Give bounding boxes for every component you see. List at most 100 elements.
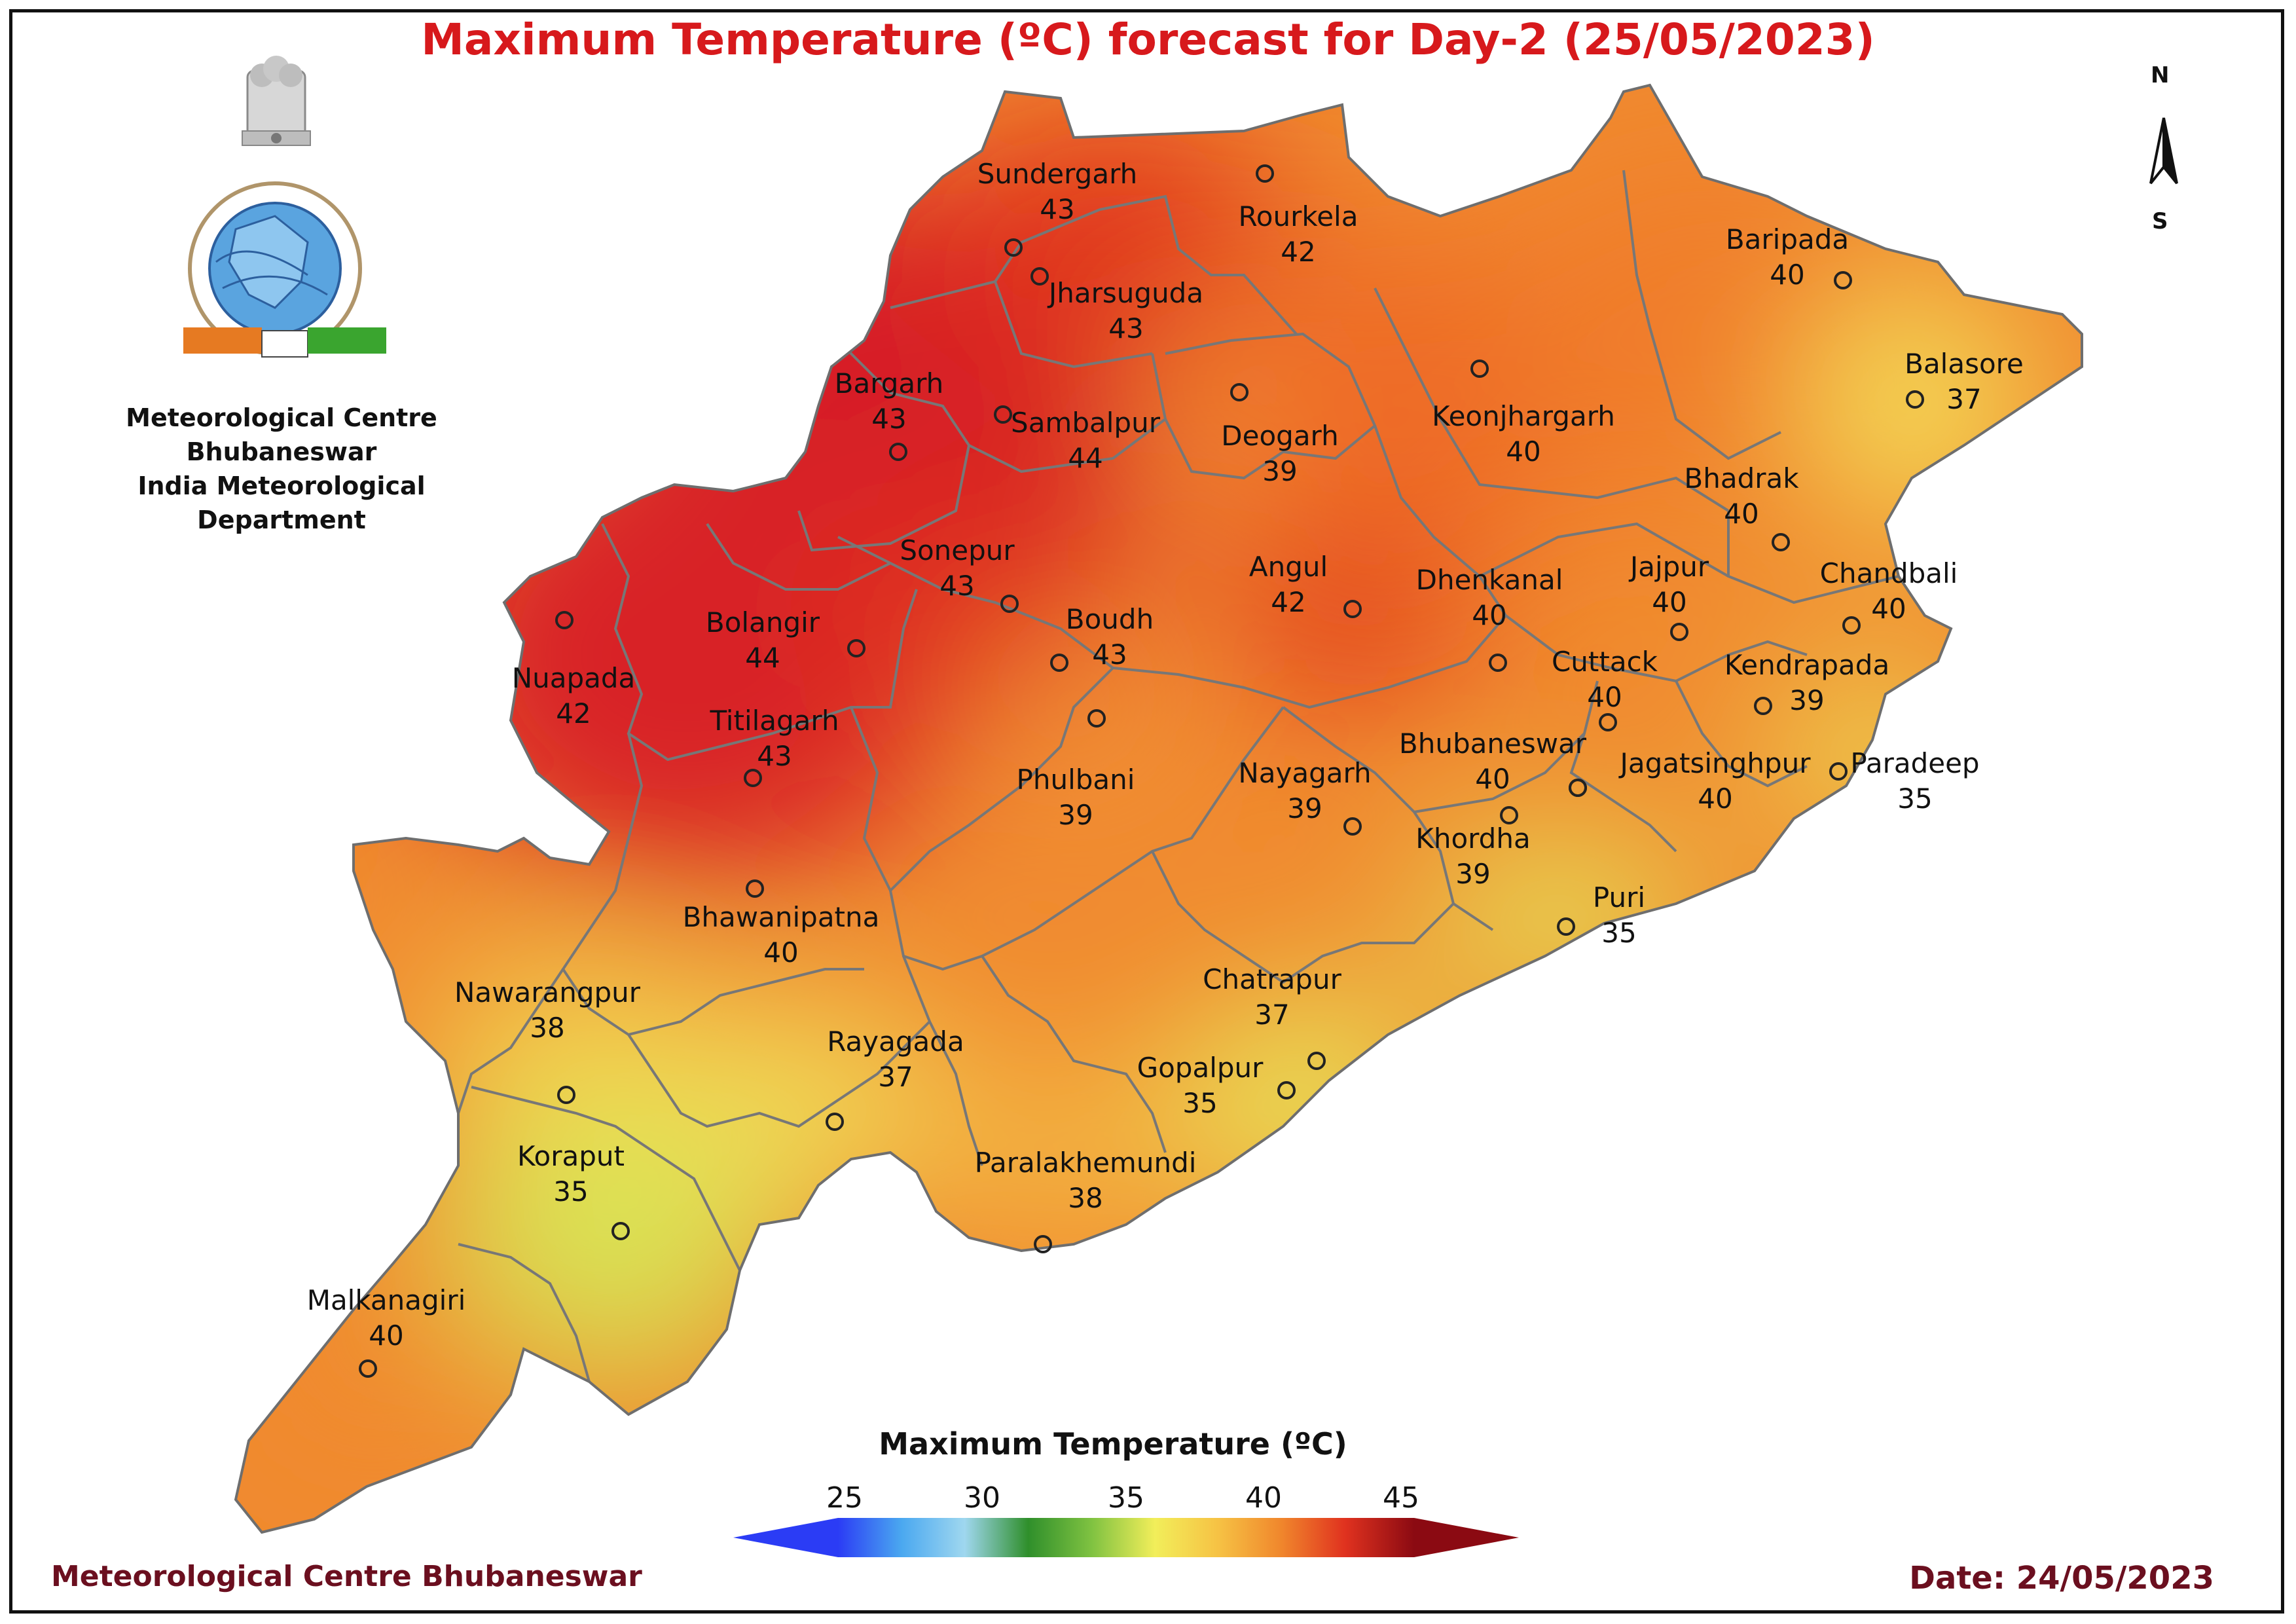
imd-logo — [183, 56, 386, 358]
station-marker-icon — [746, 879, 764, 898]
station-marker-icon — [994, 405, 1012, 424]
page-title: Maximum Temperature (ºC) forecast for Da… — [421, 14, 1875, 65]
district-boundaries — [457, 170, 1899, 1382]
station-name: Cuttack — [1552, 646, 1658, 678]
station-marker-icon — [1906, 390, 1924, 409]
station-temperature: 40 — [369, 1320, 403, 1352]
station-temperature: 35 — [1601, 917, 1636, 949]
station-temperature: 43 — [1108, 312, 1143, 344]
station-name: Sundergarh — [977, 158, 1137, 190]
station-temperature: 40 — [763, 936, 798, 969]
south-label: S — [2152, 208, 2168, 234]
station-temperature: 35 — [553, 1175, 588, 1208]
station-name: Rayagada — [827, 1025, 964, 1058]
station-name: Sambalpur — [1011, 407, 1161, 439]
station-name: Phulbani — [1017, 764, 1135, 796]
station-name: Titilagarh — [709, 705, 839, 737]
station-name: Nawarangpur — [454, 976, 641, 1008]
organisation-name: Meteorological Centre Bhubaneswar India … — [59, 401, 504, 537]
station-marker-icon — [1842, 616, 1861, 635]
station-temperature: 38 — [530, 1012, 564, 1044]
station-temperature: 43 — [871, 403, 906, 435]
station-name: Jagatsinghpur — [1618, 747, 1812, 779]
station-marker-icon — [1557, 917, 1575, 936]
station-marker-icon — [359, 1359, 377, 1378]
north-arrow-icon — [2149, 117, 2178, 185]
station-name: Malkanagiri — [307, 1284, 466, 1316]
station-temperature: 35 — [1897, 783, 1932, 815]
station-marker-icon — [1256, 164, 1274, 183]
station-marker-icon — [1343, 600, 1362, 618]
station-name: Puri — [1593, 881, 1645, 913]
station-name: Khordha — [1415, 822, 1530, 855]
station-temperature: 37 — [1946, 383, 1981, 415]
station-marker-icon — [1277, 1081, 1296, 1099]
station-name: Bhubaneswar — [1399, 728, 1587, 760]
station-name: Koraput — [517, 1140, 625, 1172]
station-name: Jajpur — [1628, 551, 1709, 583]
station-temperature: 42 — [556, 697, 591, 729]
legend-max-arrow — [1414, 1518, 1519, 1557]
legend-tick-label: 25 — [826, 1481, 863, 1515]
station-marker-icon — [1772, 533, 1790, 551]
station-rourkela: Rourkela 42 — [1239, 164, 1358, 268]
station-marker-icon — [889, 443, 907, 461]
station-marker-icon — [1500, 806, 1518, 824]
station-marker-icon — [1470, 360, 1489, 378]
station-name: Bargarh — [835, 367, 944, 399]
station-marker-icon — [557, 1086, 575, 1104]
station-name: Bolangir — [706, 606, 820, 638]
station-marker-icon — [1307, 1052, 1326, 1070]
station-temperature: 40 — [1770, 259, 1804, 291]
station-malkanagiri: Malkanagiri 40 — [307, 1284, 466, 1378]
station-name: Nayagarh — [1238, 757, 1371, 789]
station-temperature: 43 — [939, 570, 974, 602]
station-bhadrak: Bhadrak 40 — [1684, 462, 1799, 551]
station-temperature: 35 — [1182, 1087, 1217, 1119]
station-temperature: 37 — [1254, 999, 1289, 1031]
station-marker-icon — [1050, 654, 1068, 672]
station-chatrapur: Chatrapur 37 — [1203, 963, 1342, 1070]
legend-min-arrow — [733, 1518, 838, 1557]
station-puri: Puri 35 — [1557, 881, 1645, 949]
station-marker-icon — [1754, 697, 1772, 715]
station-name: Bhadrak — [1684, 462, 1799, 494]
station-temperature: 42 — [1281, 236, 1315, 268]
legend-title: Maximum Temperature (ºC) — [879, 1426, 1347, 1462]
station-temperature: 37 — [878, 1061, 913, 1093]
station-temperature: 43 — [1040, 193, 1074, 225]
station-name: Bhawanipatna — [683, 901, 880, 933]
station-temperature: 40 — [1724, 498, 1758, 530]
station-temperature: 40 — [1472, 599, 1506, 631]
footer-organisation: Meteorological Centre Bhubaneswar — [51, 1560, 642, 1593]
north-label: N — [2151, 62, 2170, 88]
station-marker-icon — [1000, 595, 1019, 613]
legend-colorbar: 25 30 35 40 45 — [733, 1481, 1519, 1557]
station-marker-icon — [847, 639, 866, 657]
legend-tick-label: 40 — [1245, 1481, 1282, 1515]
station-temperature: 39 — [1262, 455, 1297, 487]
station-temperature: 43 — [757, 740, 792, 772]
station-temperature: 44 — [1068, 442, 1102, 474]
station-name: Angul — [1249, 551, 1328, 583]
legend-bar — [838, 1518, 1414, 1557]
station-marker-icon — [1030, 267, 1049, 286]
